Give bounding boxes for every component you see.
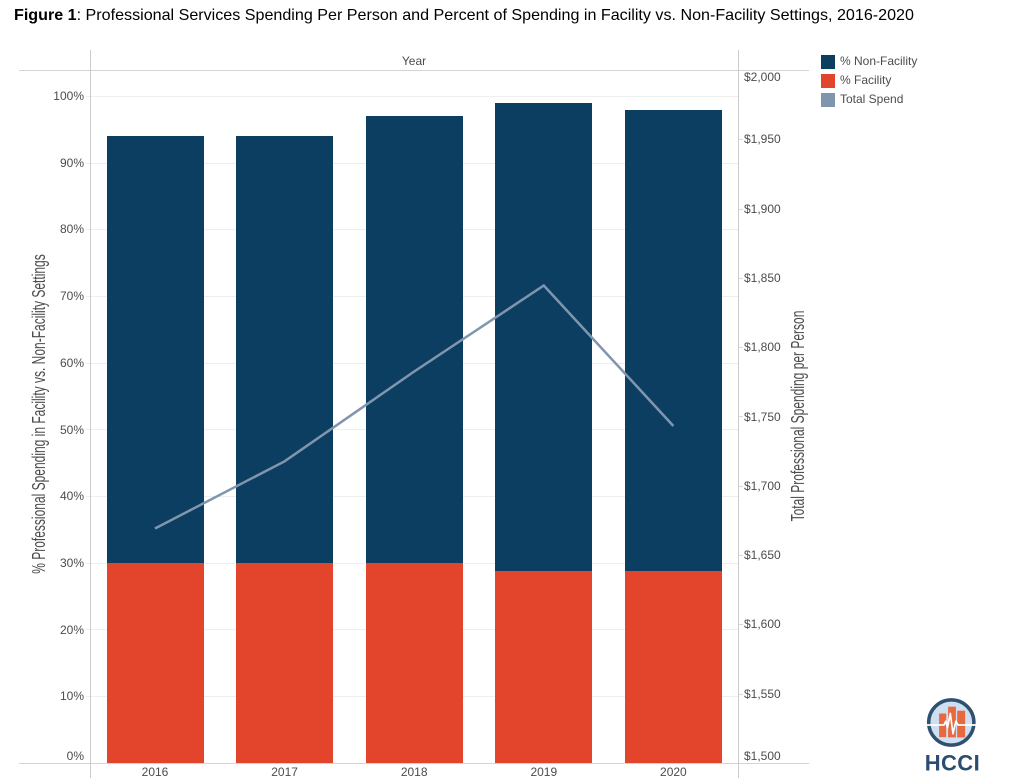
svg-text:HCCI: HCCI <box>925 751 980 776</box>
